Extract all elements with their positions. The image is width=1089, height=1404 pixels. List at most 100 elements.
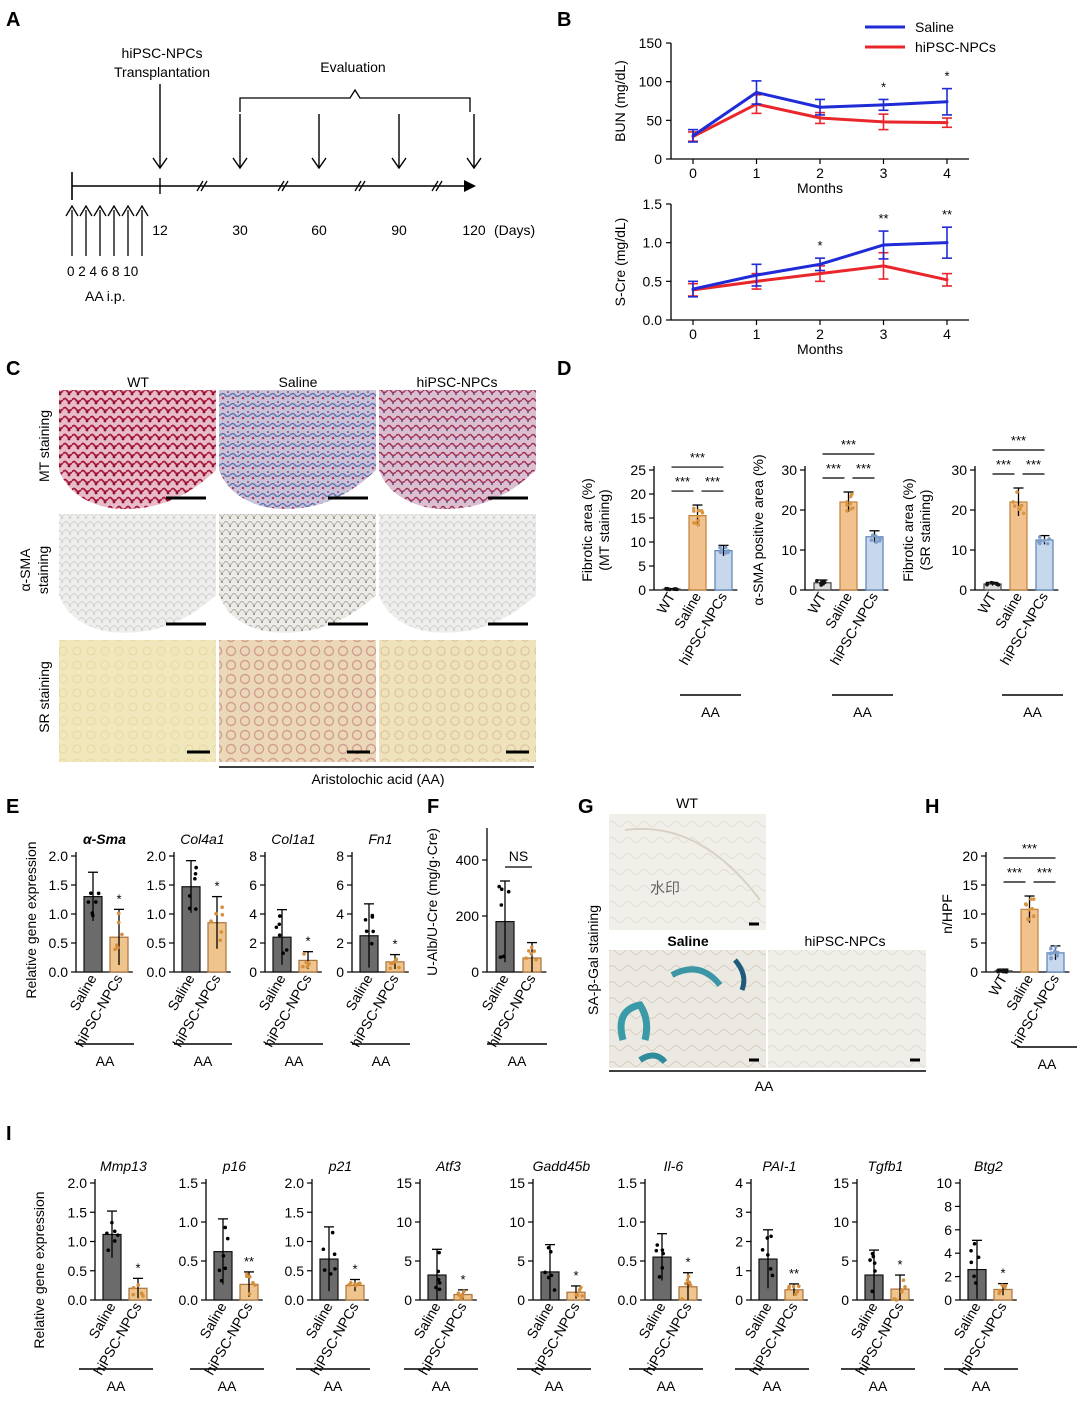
bracket-label: *** — [690, 450, 705, 465]
y-tick-label: 1.5 — [147, 877, 167, 893]
y-tick-label: 10 — [781, 542, 797, 558]
x-tick-label: 3 — [880, 165, 888, 181]
transplant-label-2: Transplantation — [114, 64, 210, 80]
row-sma-line1: α-SMA — [17, 548, 33, 592]
gene-title: Mmp13 — [100, 1158, 147, 1174]
y-tick-label: 25 — [630, 462, 646, 478]
y-tick-label: 2.0 — [68, 1175, 88, 1191]
data-dot — [691, 506, 696, 511]
bar — [1035, 539, 1054, 591]
data-dot — [352, 1282, 357, 1286]
significance-marker: * — [116, 891, 121, 906]
significance-marker: * — [460, 1272, 465, 1287]
bun-chart: 0 50 100 150 0 1 2 3 4 Months BUN (mg/dL) * * — [612, 35, 969, 196]
gene-title: p16 — [222, 1158, 247, 1174]
data-dot — [976, 1255, 981, 1260]
data-dot — [225, 1236, 230, 1241]
data-dot — [546, 1245, 551, 1250]
y-tick-label: 2.0 — [147, 848, 167, 864]
bar — [688, 514, 707, 591]
data-dot — [673, 587, 678, 591]
tick-60: 60 — [311, 222, 327, 238]
group-label: AA — [1023, 704, 1042, 720]
data-dot — [1018, 507, 1023, 511]
data-dot — [769, 1234, 773, 1239]
data-dot — [499, 887, 504, 892]
data-dot — [768, 1267, 773, 1271]
data-dot — [791, 1284, 796, 1289]
bracket-label: *** — [826, 461, 841, 476]
panel-b-line-charts: B Saline hiPSC-NPCs 0 50 100 150 0 1 2 3 4 Months… — [557, 9, 996, 357]
group-label: AA — [96, 1053, 115, 1069]
data-dot — [89, 891, 93, 895]
data-dot — [322, 1268, 327, 1272]
y-tick-label: 3 — [735, 1204, 743, 1220]
group-label: AA — [972, 1378, 991, 1394]
g-label-npc: hiPSC-NPCs — [805, 933, 886, 949]
y-axis-label: S-Cre (mg/dL) — [612, 218, 628, 307]
y-tick-label: 2.0 — [49, 848, 69, 864]
y-tick-label: 6 — [944, 1222, 952, 1238]
y-tick-label: 0.5 — [179, 1253, 199, 1269]
gene-title: Col4a1 — [180, 831, 224, 847]
y-tick-label: 0.5 — [147, 935, 167, 951]
data-dot — [529, 952, 534, 956]
group-label: AA — [869, 1378, 888, 1394]
data-dot — [277, 933, 282, 937]
y-tick-label: 4 — [249, 906, 257, 922]
saline-series-line — [692, 90, 948, 138]
beta-gal-wt-image — [609, 814, 766, 930]
data-dot — [577, 1287, 582, 1292]
data-dot — [877, 539, 882, 543]
panel-letter-f: F — [427, 796, 439, 818]
y-tick-label: 0.0 — [643, 312, 663, 328]
y-tick-label: 8 — [249, 848, 257, 864]
data-dot — [667, 587, 672, 592]
group-label: AA — [285, 1053, 304, 1069]
y-tick-label: 8 — [336, 848, 344, 864]
significance-marker: ** — [789, 1266, 799, 1281]
y-tick-label: 50 — [646, 112, 662, 128]
y-tick-label: 1.0 — [643, 235, 663, 251]
data-dot — [985, 582, 989, 587]
significance-marker: * — [881, 79, 886, 94]
y-tick-label: 0 — [471, 964, 479, 980]
data-dot — [390, 961, 394, 966]
data-dot — [657, 1275, 662, 1279]
data-dot — [1021, 511, 1026, 515]
group-label: AA — [763, 1378, 782, 1394]
data-dot — [1031, 914, 1036, 919]
panel-letter-h: H — [925, 796, 939, 818]
bracket-label: *** — [705, 474, 720, 489]
watermark: 水印 — [650, 880, 680, 897]
data-dot — [321, 1247, 326, 1252]
y-tick-label: 1.0 — [179, 1214, 199, 1230]
injection-days: 0 2 4 6 8 10 — [67, 264, 138, 279]
data-dot — [140, 1291, 144, 1296]
y-tick-label: 4 — [336, 906, 344, 922]
data-dot — [654, 1248, 659, 1253]
data-dot — [766, 1253, 770, 1257]
data-dot — [787, 1284, 791, 1289]
data-dot — [1019, 503, 1024, 508]
x-tick-label: 2 — [816, 326, 824, 342]
data-dot — [330, 1230, 335, 1235]
significance-marker: * — [944, 69, 949, 84]
data-dot — [90, 911, 95, 915]
g-aa-label: AA — [755, 1078, 774, 1094]
data-dot — [94, 900, 98, 904]
data-dot — [526, 949, 531, 953]
y-tick-label: 1.5 — [618, 1175, 638, 1191]
y-tick-label: 8 — [944, 1198, 952, 1214]
data-dot — [660, 1266, 665, 1270]
y-tick-label: 5 — [970, 935, 978, 951]
bracket-label: *** — [1011, 433, 1026, 448]
data-dot — [995, 582, 1000, 586]
data-dot — [194, 865, 198, 870]
data-dot — [871, 1254, 876, 1259]
data-dot — [506, 889, 511, 894]
